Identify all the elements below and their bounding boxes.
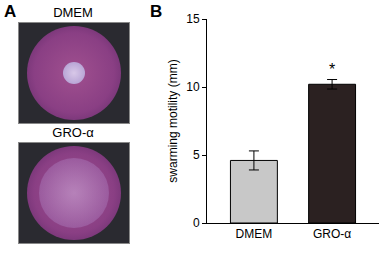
html-text:A: A	[4, 2, 17, 21]
html-text:GRO-α: GRO-α	[52, 125, 94, 140]
svg-text:DMEM: DMEM	[236, 227, 273, 241]
html-text:DMEM: DMEM	[53, 5, 93, 20]
svg-text:10: 10	[186, 80, 200, 94]
svg-text:GRO-α: GRO-α	[313, 227, 351, 241]
svg-text:swarming motility (mm): swarming motility (mm)	[166, 59, 180, 182]
html-text:B: B	[150, 2, 163, 21]
svg-text:0: 0	[193, 216, 200, 230]
svg-text:15: 15	[186, 12, 200, 26]
svg-text:*: *	[329, 61, 335, 78]
svg-text:5: 5	[193, 148, 200, 162]
